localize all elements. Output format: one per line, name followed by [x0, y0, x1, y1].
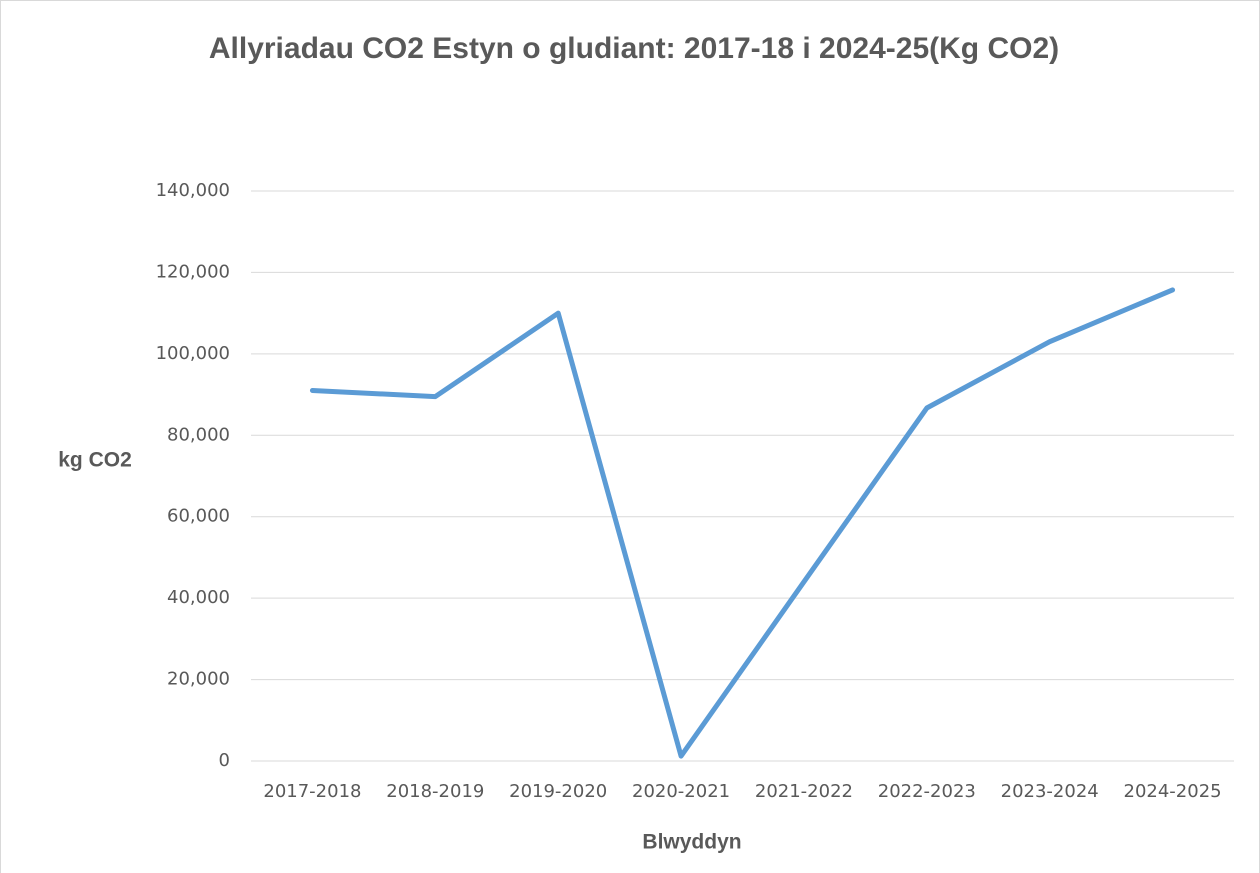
y-axis-label: kg CO2 [58, 449, 132, 472]
x-tick-label: 2023-2024 [1001, 781, 1099, 802]
y-tick-label: 0 [219, 750, 230, 771]
x-tick-label: 2022-2023 [878, 781, 976, 802]
x-tick-label: 2018-2019 [386, 781, 484, 802]
x-tick-label: 2017-2018 [263, 781, 361, 802]
y-tick-label: 60,000 [167, 506, 230, 527]
y-tick-label: 40,000 [167, 587, 230, 608]
y-tick-label: 100,000 [156, 343, 230, 364]
x-tick-label: 2020-2021 [632, 781, 730, 802]
y-tick-label: 80,000 [167, 424, 230, 445]
y-tick-label: 20,000 [167, 669, 230, 690]
x-tick-label: 2024-2025 [1124, 781, 1222, 802]
x-tick-label: 2021-2022 [755, 781, 853, 802]
data-line [309, 287, 1176, 759]
x-tick-label: 2019-2020 [509, 781, 607, 802]
y-tick-label: 120,000 [156, 261, 230, 282]
x-axis-label: Blwyddyn [642, 831, 741, 854]
chart-title: Allyriadau CO2 Estyn o gludiant: 2017-18… [209, 32, 1059, 65]
y-tick-label: 140,000 [156, 180, 230, 201]
